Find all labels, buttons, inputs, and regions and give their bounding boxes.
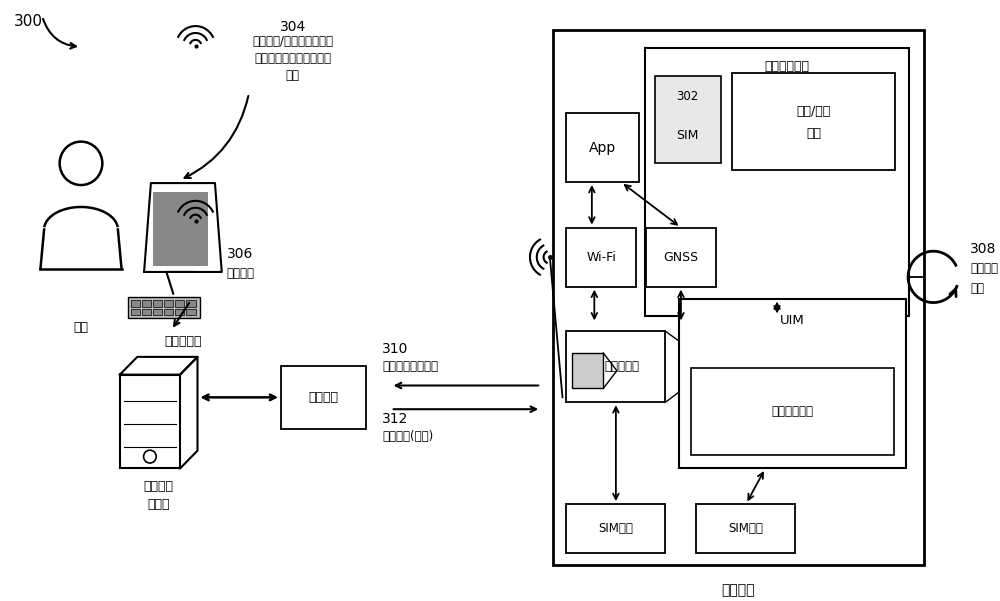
Text: 设备状态: 设备状态 xyxy=(227,267,255,280)
Text: 通信能力模块: 通信能力模块 xyxy=(772,404,814,418)
Bar xyxy=(175,300,184,307)
Bar xyxy=(153,309,162,316)
Text: 302: 302 xyxy=(677,90,699,103)
Bar xyxy=(572,353,603,388)
Bar xyxy=(553,30,924,565)
Bar xyxy=(655,76,721,163)
Text: 结合丢失/被盗的用户设备: 结合丢失/被盗的用户设备 xyxy=(252,35,333,48)
Bar xyxy=(153,192,208,266)
Text: GNSS: GNSS xyxy=(663,251,698,264)
Bar xyxy=(142,300,151,307)
Text: 盗窃找回
服务器: 盗窃找回 服务器 xyxy=(144,480,174,511)
Text: Wi-Fi: Wi-Fi xyxy=(586,251,616,264)
Text: 304: 304 xyxy=(279,20,306,34)
Bar xyxy=(131,309,140,316)
Text: 盗窃/找回: 盗窃/找回 xyxy=(797,106,831,118)
Bar xyxy=(566,113,639,182)
Text: 事件: 事件 xyxy=(970,282,984,295)
Bar xyxy=(186,300,196,307)
Text: UIM: UIM xyxy=(780,314,805,328)
Text: 状态: 状态 xyxy=(286,69,300,82)
Bar xyxy=(646,228,716,287)
Text: App: App xyxy=(589,141,616,154)
Bar xyxy=(186,309,196,316)
Bar xyxy=(153,300,162,307)
Bar xyxy=(131,300,140,307)
Bar xyxy=(645,48,909,316)
Bar xyxy=(164,300,173,307)
Text: SIM: SIM xyxy=(677,129,699,142)
Bar xyxy=(128,297,200,319)
Text: 312: 312 xyxy=(382,412,408,426)
Text: 客户端设备: 客户端设备 xyxy=(164,335,202,348)
Bar xyxy=(691,368,894,454)
Bar xyxy=(566,331,665,402)
Bar xyxy=(175,309,184,316)
Text: 对设备状态的请求: 对设备状态的请求 xyxy=(382,360,438,373)
Text: SIM接口: SIM接口 xyxy=(598,522,633,535)
Text: 300: 300 xyxy=(14,14,43,29)
Text: 调制解调器: 调制解调器 xyxy=(604,360,639,373)
Text: 306: 306 xyxy=(227,247,253,261)
Text: 用户设备: 用户设备 xyxy=(721,583,755,597)
Text: 安全执行环境: 安全执行环境 xyxy=(764,59,809,73)
Bar xyxy=(566,504,665,554)
Bar xyxy=(142,309,151,316)
Text: SIM接口: SIM接口 xyxy=(729,522,763,535)
Text: 而在用户门户中改变设备: 而在用户门户中改变设备 xyxy=(254,52,331,65)
Bar xyxy=(696,504,795,554)
Text: 网綜实体: 网綜实体 xyxy=(309,391,339,404)
Text: 用户: 用户 xyxy=(73,322,88,334)
Text: 检测触发: 检测触发 xyxy=(970,263,998,275)
Bar xyxy=(164,309,173,316)
Text: 310: 310 xyxy=(382,342,408,356)
Bar xyxy=(566,228,636,287)
Text: 308: 308 xyxy=(970,242,997,256)
Bar xyxy=(679,299,906,468)
Bar xyxy=(732,73,895,170)
Bar xyxy=(281,366,366,429)
Text: 模块: 模块 xyxy=(806,127,821,140)
Text: 设备状态(禁用): 设备状态(禁用) xyxy=(382,430,433,443)
